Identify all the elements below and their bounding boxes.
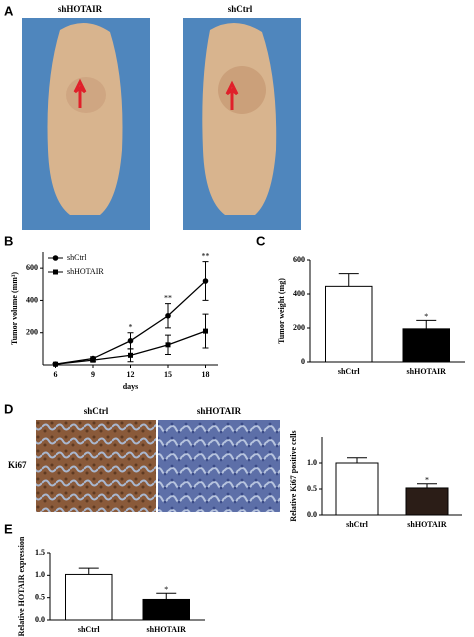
panel-label: C	[256, 233, 266, 248]
bar	[142, 598, 190, 621]
x-tick-label: 15	[164, 370, 172, 379]
row-label: Ki67	[8, 460, 27, 470]
y-axis-label: Tumor weight (mg)	[277, 278, 286, 344]
bar	[405, 487, 449, 516]
significance: *	[425, 476, 429, 485]
x-tick-label: 12	[127, 370, 135, 379]
bar	[402, 328, 450, 363]
y-tick-label: 0.5	[307, 484, 317, 493]
mouse-photo	[22, 18, 150, 230]
significance: *	[164, 585, 168, 594]
x-tick-label: shHOTAIR	[147, 625, 187, 634]
y-tick-label: 1.0	[35, 570, 45, 579]
y-tick-label: 0.0	[35, 615, 45, 624]
bar	[65, 573, 113, 621]
point	[203, 328, 208, 334]
x-tick-label: shCtrl	[346, 520, 369, 529]
x-tick-label: 9	[91, 370, 95, 379]
legend-label: shHOTAIR	[67, 267, 104, 276]
photo-label: shHOTAIR	[58, 4, 103, 14]
significance: **	[202, 252, 210, 261]
y-tick-label: 0	[301, 357, 305, 366]
legend-label: shCtrl	[67, 253, 87, 262]
ki67-image	[158, 420, 280, 512]
y-tick-label: 400	[26, 295, 38, 304]
x-tick-label: shCtrl	[78, 625, 101, 634]
y-tick-label: 0.0	[307, 510, 317, 519]
point	[165, 312, 171, 319]
legend-marker	[52, 255, 59, 261]
y-tick-label: 0.5	[35, 592, 45, 601]
point	[128, 352, 133, 358]
error-bar	[417, 483, 437, 488]
y-axis-label: Relative Ki67 positive cells	[289, 430, 298, 521]
y-tick-label: 1.0	[307, 458, 317, 467]
point	[127, 337, 134, 344]
point	[165, 342, 171, 348]
error-bar	[416, 319, 437, 329]
x-tick-label: 6	[54, 370, 58, 379]
y-tick-label: 1.5	[35, 548, 45, 557]
x-axis-label: days	[123, 382, 139, 391]
point	[53, 361, 58, 367]
y-tick-label: 200	[26, 328, 38, 337]
error-bar	[347, 457, 367, 463]
bar	[325, 285, 373, 363]
significance: **	[164, 293, 172, 302]
panel-label: E	[4, 521, 13, 536]
y-axis-label: Relative HOTAIR expression	[17, 536, 26, 636]
panel-label: B	[4, 233, 13, 248]
y-tick-label: 400	[293, 289, 305, 298]
x-tick-label: 18	[202, 370, 210, 379]
panel-label: A	[4, 3, 14, 18]
x-tick-label: shCtrl	[338, 367, 361, 376]
point	[90, 357, 96, 363]
error-bar	[78, 567, 99, 575]
column-label: shHOTAIR	[197, 406, 242, 416]
error-bar	[156, 592, 177, 600]
x-tick-label: shHOTAIR	[407, 367, 447, 376]
error-bar	[338, 273, 359, 287]
photo-label: shCtrl	[228, 4, 253, 14]
mouse-photo	[183, 18, 301, 230]
x-tick-label: shHOTAIR	[407, 520, 447, 529]
y-tick-label: 600	[293, 255, 305, 264]
significance: *	[424, 312, 428, 321]
ki67-image	[36, 420, 156, 512]
legend-marker	[53, 269, 58, 275]
y-tick-label: 200	[293, 323, 305, 332]
panel-label: D	[4, 401, 13, 416]
column-label: shCtrl	[84, 406, 109, 416]
y-axis-label: Tumor volume (mm³)	[10, 272, 19, 345]
bar	[335, 462, 379, 516]
significance: *	[129, 323, 133, 332]
y-tick-label: 600	[26, 263, 38, 272]
point	[202, 278, 209, 284]
